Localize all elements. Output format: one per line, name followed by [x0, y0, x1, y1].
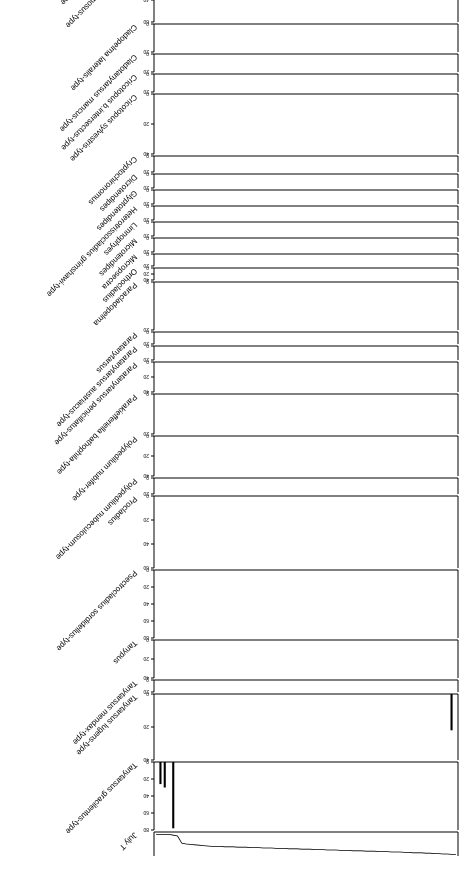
panel-tick-label: 40: [143, 150, 149, 156]
panel-tick-label: 20: [143, 232, 149, 238]
taxon-label: Tanypus: [112, 639, 139, 666]
taxon-label: Paratanytarsus austriacus-type: [54, 345, 139, 430]
bar: [172, 762, 175, 829]
panel-tick-label: 0: [146, 170, 149, 176]
taxon-label: Tanytarsus gracilentus-type: [63, 761, 139, 837]
panel-tick-label: 40: [143, 0, 149, 2]
panel-tick-label: 20: [143, 373, 149, 379]
panel-tick-label: 0: [146, 390, 149, 396]
panel-tick-label: 0: [146, 492, 149, 498]
panel-tick-label: 0: [146, 358, 149, 364]
panel-tick-label: 0: [146, 186, 149, 192]
bar: [159, 762, 162, 785]
panel-tick-label: 0: [146, 152, 149, 158]
panel-tick-label: 20: [143, 168, 149, 174]
panel-tick-label: 0: [146, 218, 149, 224]
panel-tick-label: 40: [143, 756, 149, 762]
panel-tick-label: 20: [143, 248, 149, 254]
panel-tick-label: 20: [143, 120, 149, 126]
panel-tick-label: 20: [143, 88, 149, 94]
panel-tick-label: 20: [143, 48, 149, 54]
panel-tick-label: 20: [143, 68, 149, 74]
panel-tick-label: 20: [143, 430, 149, 436]
taxon-label: Tanytarsus mendax-type: [71, 679, 139, 747]
panel-tick-label: 20: [143, 490, 149, 496]
panel-tick-label: 0: [146, 676, 149, 682]
panel-tick-label: 40: [143, 600, 149, 606]
panel-tick-label: 0: [146, 70, 149, 76]
panel-tick-label: 20: [143, 688, 149, 694]
bar: [450, 694, 453, 731]
taxon-label: Chironomus plumosus-type: [63, 0, 139, 30]
panel-tick-label: 20: [143, 326, 149, 332]
panel-tick-label: 0: [146, 566, 149, 572]
panel-tick-label: 20: [143, 583, 149, 589]
panel-tick-label: 0: [146, 50, 149, 56]
panel-tick-label: 0: [146, 264, 149, 270]
taxon-label: Tanytarsus lugens-type: [74, 693, 139, 758]
panel-tick-label: 20: [143, 723, 149, 729]
panel-tick-label: 40: [143, 388, 149, 394]
panel-tick-label: 20: [143, 216, 149, 222]
panel-1: 0 20 40 60 80 Tanytarsus gracilentus-type: [63, 758, 459, 837]
panel-tick-label: 20: [143, 516, 149, 522]
panel-tick-label: 20: [143, 270, 149, 276]
panel-tick-label: 0: [146, 234, 149, 240]
panel-tick-label: 20: [143, 356, 149, 362]
panel-tick-label: 20: [143, 184, 149, 190]
panel-tick-label: 40: [143, 674, 149, 680]
panel-tick-label: 20: [143, 655, 149, 661]
panel-tick-label: 0: [146, 90, 149, 96]
panel-27: 020Chironomus anthracinus-type: [58, 0, 139, 7]
panel-tick-label: 0: [146, 432, 149, 438]
panel-tick-label: 0: [146, 250, 149, 256]
panel-tick-label: 0: [146, 758, 149, 764]
taxon-label: Psectrocladius sordidellus-type: [54, 569, 139, 654]
panel-tick-label: 0: [146, 20, 149, 26]
panel-tick-label: 20: [143, 452, 149, 458]
panel-tick-label: 0: [146, 202, 149, 208]
panel-tick-label: 80: [143, 826, 149, 832]
panel-tick-label: 20: [143, 200, 149, 206]
taxon-label: July T: [118, 831, 139, 852]
panel-4: 0 20 40 Tanypus: [112, 636, 459, 680]
panel-tick-label: 40: [143, 792, 149, 798]
panel-tick-label: 60: [143, 18, 149, 24]
panel-tick-label: 0: [146, 342, 149, 348]
panel-0: July T: [118, 831, 459, 856]
panel-tick-label: 0: [146, 636, 149, 642]
panel-tick-label: 0: [146, 690, 149, 696]
panel-tick-label: 20: [143, 340, 149, 346]
july-t-line: [156, 834, 456, 855]
panel-tick-label: 0: [146, 278, 149, 284]
panel-tick-label: 20: [143, 775, 149, 781]
panel-tick-label: 40: [143, 540, 149, 546]
panel-tick-label: 0: [146, 328, 149, 334]
panel-tick-label: 60: [143, 809, 149, 815]
panel-tick-label: 40: [143, 276, 149, 282]
panel-26: 0204060Chironomus plumosus-type: [63, 0, 459, 30]
panel-tick-label: 0: [146, 474, 149, 480]
panel-tick-label: 60: [143, 617, 149, 623]
panel-tick-label: 20: [143, 262, 149, 268]
taxon-label: Polypedilum nubeculosum-type: [54, 477, 139, 562]
panel-tick-label: 60: [143, 564, 149, 570]
panel-tick-label: 40: [143, 472, 149, 478]
bar: [163, 762, 166, 788]
panel-tick-label: 80: [143, 634, 149, 640]
